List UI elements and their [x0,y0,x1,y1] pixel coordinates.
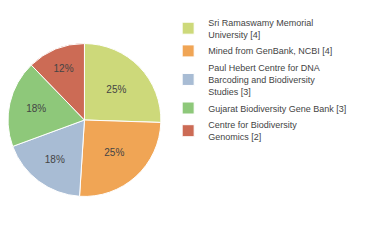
svg-text:Centre for BiodiversityGenomic: Centre for BiodiversityGenomics [2] [208,120,297,142]
svg-text:Paul Hebert Centre for DNABarc: Paul Hebert Centre for DNABarcoding and … [208,63,320,96]
svg-text:25%: 25% [104,147,124,158]
svg-text:25%: 25% [106,84,126,95]
svg-text:Gujarat Biodiversity Gene Bank: Gujarat Biodiversity Gene Bank [3] [208,104,346,114]
svg-text:18%: 18% [26,103,46,114]
svg-text:12%: 12% [54,63,74,74]
svg-text:Mined from GenBank, NCBI [4]: Mined from GenBank, NCBI [4] [208,46,332,56]
svg-text:Sri Ramaswamy MemorialUniversi: Sri Ramaswamy MemorialUniversity [4] [208,18,313,40]
svg-text:18%: 18% [45,154,65,165]
